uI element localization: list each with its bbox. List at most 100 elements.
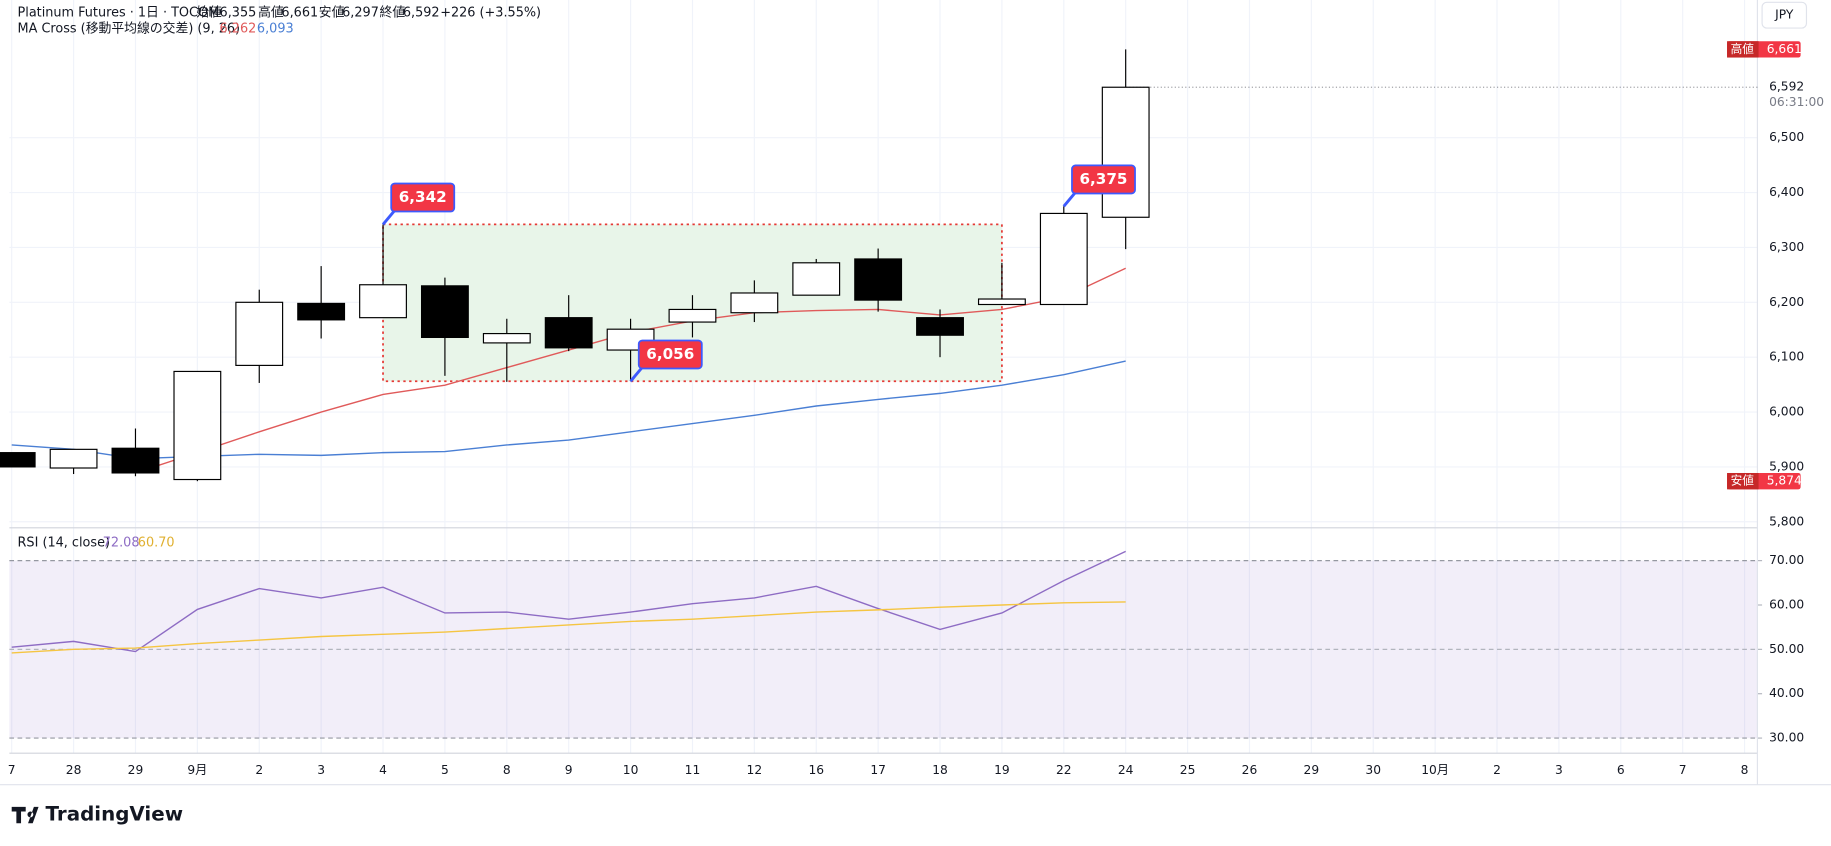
x-tick-label: 26 xyxy=(1242,763,1258,777)
countdown: 06:31:00 xyxy=(1769,95,1824,109)
x-tick-label: 10月 xyxy=(1421,763,1449,777)
candle-body xyxy=(0,452,36,468)
x-tick-label: 8 xyxy=(503,763,511,777)
rsi-tick-label: 60.00 xyxy=(1769,597,1804,611)
high-value: 6,661 xyxy=(281,5,318,20)
annotation-label: 6,375 xyxy=(1080,170,1128,188)
candle-body xyxy=(235,301,284,366)
ma-slow-value: 6,093 xyxy=(257,22,294,37)
x-tick-label: 3 xyxy=(1555,763,1563,777)
x-tick-label: 18 xyxy=(932,763,948,777)
y-tick-label: 5,900 xyxy=(1769,459,1804,473)
x-tick-label: 29 xyxy=(128,763,144,777)
candle-body xyxy=(668,308,717,323)
y-tick-label: 6,400 xyxy=(1769,185,1804,199)
x-tick-label: 2 xyxy=(255,763,263,777)
annotation-pointer xyxy=(1062,191,1077,208)
x-tick-label: 9月 xyxy=(187,763,207,777)
low-value: 6,297 xyxy=(342,5,379,20)
x-tick-label: 7 xyxy=(1679,763,1687,777)
candle-body xyxy=(297,302,346,321)
y-tick-label: 6,100 xyxy=(1769,350,1804,364)
candle-body xyxy=(544,317,593,349)
candle-body xyxy=(1039,212,1088,306)
high-label: 高値 xyxy=(258,4,284,20)
ma-title: MA Cross (移動平均線の交差) (9, 26) xyxy=(18,21,241,37)
x-tick-label: 11 xyxy=(685,763,701,777)
x-tick-label: 30 xyxy=(1365,763,1381,777)
candle-body xyxy=(49,448,98,469)
rsi-tick-label: 50.00 xyxy=(1769,642,1804,656)
logo-text[interactable]: TradingView xyxy=(46,803,183,826)
x-tick-label: 2 xyxy=(1493,763,1501,777)
annotation-pointer xyxy=(629,366,644,383)
rsi-tick-label: 70.00 xyxy=(1769,553,1804,567)
x-tick-label: 7 xyxy=(8,763,16,777)
x-tick-label: 16 xyxy=(808,763,824,777)
low-label: 安値 xyxy=(319,4,345,20)
low-value: 5,874 xyxy=(1767,474,1802,488)
x-tick-label: 17 xyxy=(870,763,886,777)
y-tick-label: 6,200 xyxy=(1769,295,1804,309)
x-tick-label: 10 xyxy=(623,763,639,777)
high-tag: 高値 xyxy=(1731,42,1755,56)
rsi-line xyxy=(11,550,1126,653)
currency-button[interactable]: JPY xyxy=(1761,1,1808,29)
plot: 6,342 6,056 6,375 xyxy=(0,49,1150,654)
logo[interactable]: TradingView xyxy=(11,803,183,826)
x-tick-label: 29 xyxy=(1304,763,1320,777)
ma-fast-value: 6,262 xyxy=(220,22,257,37)
x-tick-label: 19 xyxy=(994,763,1010,777)
x-tick-label: 12 xyxy=(747,763,763,777)
rsi-tick-label: 40.00 xyxy=(1769,686,1804,700)
candle-body xyxy=(359,284,407,319)
high-value: 6,661 xyxy=(1767,42,1802,56)
y-tick-label: 6,300 xyxy=(1769,240,1804,254)
x-tick-label: 22 xyxy=(1056,763,1072,777)
x-tick-label: 9 xyxy=(565,763,573,777)
annotation-box xyxy=(1071,164,1136,195)
annotation-box xyxy=(390,182,456,213)
symbol: Platinum Futures · 1日 · TOCOM xyxy=(18,5,220,20)
candle-body xyxy=(916,317,964,336)
currency[interactable]: JPY xyxy=(1774,8,1794,22)
rsi-ma-value: 60.70 xyxy=(138,535,175,550)
last-price: 6,592 xyxy=(1769,80,1804,94)
logo-icon[interactable] xyxy=(11,806,39,824)
y-tick-label: 6,500 xyxy=(1769,130,1804,144)
candle-body xyxy=(730,292,779,314)
x-tick-label: 3 xyxy=(317,763,325,777)
candle-body xyxy=(854,258,903,301)
candle-body xyxy=(173,370,222,481)
x-tick-label: 28 xyxy=(66,763,82,777)
open-label: 始値 xyxy=(196,4,222,20)
close-value: 6,592 xyxy=(403,5,440,20)
x-tick-label: 4 xyxy=(379,763,387,777)
open-value: 6,355 xyxy=(220,5,257,20)
candle-body xyxy=(792,262,841,296)
header: Platinum Futures · 1日 · TOCOM 始値 6,355 高… xyxy=(18,4,542,550)
close-label: 終値 xyxy=(380,4,406,20)
rsi-title: RSI (14, close) xyxy=(18,535,110,550)
x-tick-label: 24 xyxy=(1118,763,1134,777)
candle-body xyxy=(420,285,469,339)
low-tag-bg xyxy=(1727,472,1759,490)
candle-body xyxy=(111,447,160,474)
candle-body xyxy=(977,298,1026,306)
x-tick-label: 8 xyxy=(1741,763,1749,777)
annotation-label: 6,342 xyxy=(399,188,447,206)
rsi-tick-label: 30.00 xyxy=(1769,731,1804,745)
x-tick-label: 6 xyxy=(1617,763,1625,777)
candle-body xyxy=(482,332,531,344)
y-tick-label: 5,800 xyxy=(1769,514,1804,528)
y-tick-label: 6,000 xyxy=(1769,405,1804,419)
annotation-pointer xyxy=(381,209,396,226)
high-tag-bg xyxy=(1727,41,1759,58)
rsi-value: 72.08 xyxy=(103,535,140,550)
annotation-box xyxy=(637,339,703,370)
currency-box[interactable] xyxy=(1761,1,1808,29)
change: +226 (+3.55%) xyxy=(440,5,541,20)
candle-body xyxy=(1101,86,1150,218)
